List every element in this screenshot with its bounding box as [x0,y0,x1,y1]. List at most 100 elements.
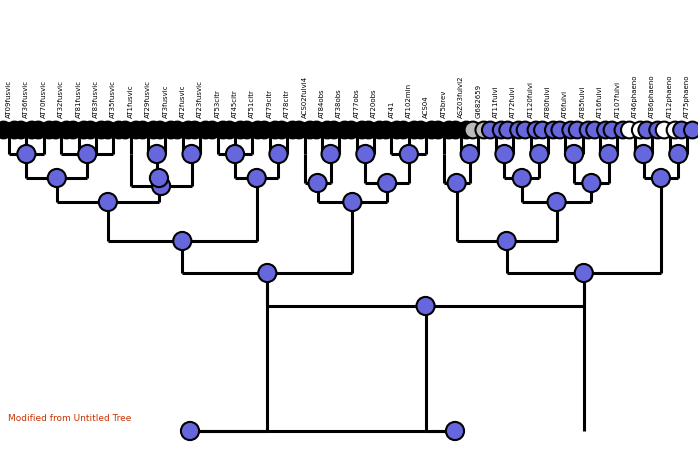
Circle shape [493,122,510,138]
Circle shape [510,122,527,138]
Circle shape [256,122,273,138]
Text: AT45citr: AT45citr [232,89,238,118]
Text: AT120fulvi: AT120fulvi [528,81,533,118]
Circle shape [13,122,29,138]
Circle shape [343,122,359,138]
Text: AT6fulvi: AT6fulvi [563,90,568,118]
Text: AT29fusvic: AT29fusvic [145,80,151,118]
Circle shape [534,122,551,138]
Text: Modified from Untitled Tree: Modified from Untitled Tree [8,414,131,423]
Text: AT12phaeno: AT12phaeno [667,74,673,118]
Circle shape [673,122,690,138]
Circle shape [93,122,110,138]
Circle shape [400,145,418,163]
Text: ACS02fulvi4: ACS02fulvi4 [302,76,308,118]
Text: AT20obs: AT20obs [371,88,377,118]
Text: AT78citr: AT78citr [284,89,290,118]
Circle shape [447,174,466,192]
Circle shape [563,122,579,138]
Circle shape [284,122,301,138]
Circle shape [47,169,66,187]
Circle shape [498,232,516,250]
Circle shape [530,145,549,163]
Circle shape [239,122,255,138]
Circle shape [343,193,362,211]
Circle shape [58,122,75,138]
Circle shape [6,122,23,138]
Circle shape [291,122,308,138]
Circle shape [134,122,151,138]
Text: AT1fusvic: AT1fusvic [128,84,134,118]
Circle shape [117,122,133,138]
Circle shape [41,122,58,138]
Circle shape [274,122,290,138]
Circle shape [586,122,603,138]
Text: AT41: AT41 [389,101,394,118]
Circle shape [248,169,266,187]
Circle shape [75,122,92,138]
Circle shape [395,122,412,138]
Text: AT81fusvic: AT81fusvic [75,80,82,118]
Circle shape [639,122,655,138]
Circle shape [389,122,406,138]
Circle shape [406,122,423,138]
Circle shape [360,122,377,138]
Circle shape [354,122,371,138]
Text: AT75phaeno: AT75phaeno [684,74,690,118]
Circle shape [634,145,653,163]
Circle shape [582,174,600,192]
Text: ACS04: ACS04 [423,95,429,118]
Text: AT107fulvi: AT107fulvi [614,81,621,118]
Circle shape [447,122,464,138]
Circle shape [169,122,186,138]
Text: AT85fulvi: AT85fulvi [580,86,586,118]
Text: AT2fusvic: AT2fusvic [180,84,186,118]
Circle shape [378,122,394,138]
Circle shape [226,145,244,163]
Circle shape [24,122,40,138]
Circle shape [413,122,429,138]
Circle shape [128,122,144,138]
Circle shape [30,122,47,138]
Circle shape [78,145,96,163]
Circle shape [173,232,191,250]
Circle shape [417,297,435,315]
Text: AT36fusvic: AT36fusvic [24,80,29,118]
Circle shape [565,145,583,163]
Circle shape [100,122,117,138]
Circle shape [336,122,353,138]
Circle shape [461,145,479,163]
Circle shape [440,122,457,138]
Circle shape [82,122,99,138]
Circle shape [150,169,168,187]
Circle shape [574,264,593,282]
Circle shape [269,145,288,163]
Circle shape [669,145,688,163]
Circle shape [652,169,670,187]
Circle shape [152,177,170,195]
Circle shape [684,122,698,138]
Circle shape [378,174,396,192]
Circle shape [465,122,482,138]
Circle shape [110,122,127,138]
Text: AT70fusvic: AT70fusvic [40,80,47,118]
Circle shape [551,122,568,138]
Text: AT11fulvi: AT11fulvi [493,85,499,118]
Text: AT09fusvic: AT09fusvic [6,80,12,118]
Circle shape [204,122,221,138]
Text: AT53citr: AT53citr [214,89,221,118]
Circle shape [423,122,440,138]
Text: AT84obs: AT84obs [319,88,325,118]
Circle shape [528,122,544,138]
Circle shape [180,122,197,138]
Circle shape [600,145,618,163]
Text: AT102min: AT102min [406,83,412,118]
Circle shape [621,122,638,138]
Circle shape [482,122,498,138]
Text: AT86phaeno: AT86phaeno [649,74,655,118]
Circle shape [249,122,266,138]
Circle shape [198,122,214,138]
Circle shape [496,145,514,163]
Circle shape [446,422,464,440]
Circle shape [186,122,203,138]
